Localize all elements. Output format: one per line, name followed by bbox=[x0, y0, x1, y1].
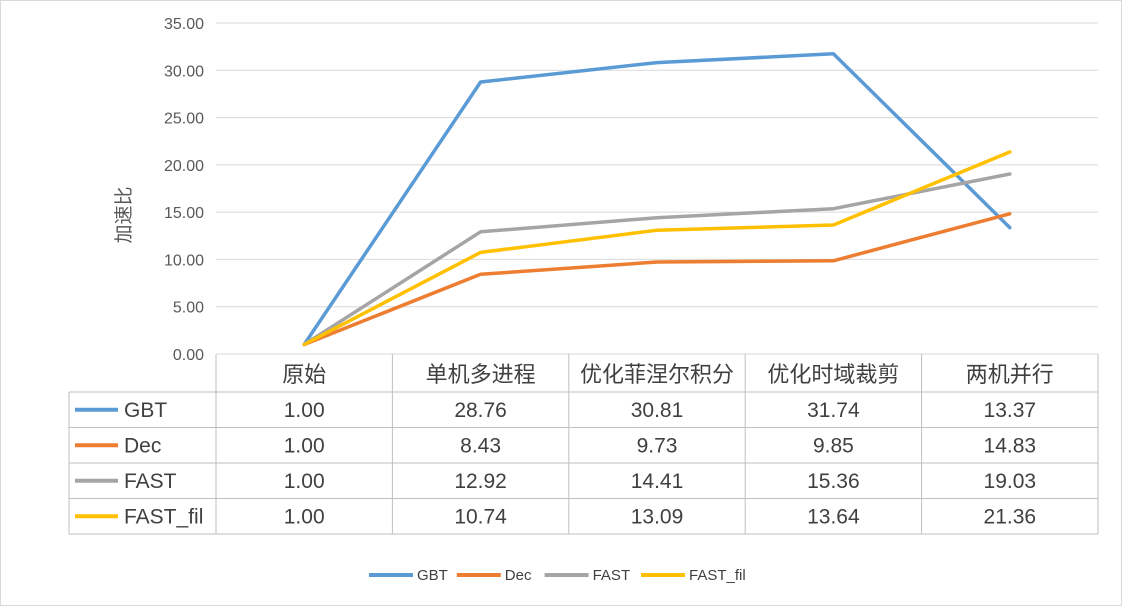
x-category-label: 单机多进程 bbox=[426, 363, 536, 388]
table-value-cell: 13.09 bbox=[631, 505, 684, 528]
table-series-name: FAST bbox=[124, 470, 177, 493]
table-value-cell: 14.83 bbox=[984, 434, 1037, 457]
y-tick-label: 20.00 bbox=[164, 158, 204, 175]
table-series-name: FAST_fil bbox=[124, 505, 203, 528]
table-value-cell: 9.73 bbox=[637, 434, 678, 457]
series-lines bbox=[302, 52, 1012, 347]
table-value-cell: 1.00 bbox=[284, 470, 325, 493]
y-axis-ticks: 0.00 5.00 10.00 15.00 20.00 25.00 30.00 35.00 bbox=[164, 16, 204, 364]
table-value-cell: 1.00 bbox=[284, 505, 325, 528]
table-value-cell: 13.37 bbox=[984, 399, 1037, 422]
y-tick-label: 30.00 bbox=[164, 63, 204, 80]
y-tick-label: 5.00 bbox=[173, 300, 204, 317]
table-value-cell: 30.81 bbox=[631, 399, 684, 422]
data-table: 原始 单机多进程 优化菲涅尔积分 优化时域裁剪 两机并行 GBT 1.00 28.76 30.8… bbox=[68, 354, 1099, 535]
legend-label: FAST_fil bbox=[689, 567, 746, 584]
legend: GBT Dec FAST FAST_fil bbox=[369, 567, 746, 584]
y-tick-label: 35.00 bbox=[164, 16, 204, 33]
table-value-cell: 13.64 bbox=[807, 505, 860, 528]
table-value-cell: 15.36 bbox=[807, 470, 860, 493]
table-series-name: Dec bbox=[124, 434, 161, 457]
table-value-cell: 14.41 bbox=[631, 470, 684, 493]
y-tick-label: 25.00 bbox=[164, 111, 204, 128]
series-line-dec bbox=[302, 212, 1012, 347]
table-value-cell: 12.92 bbox=[454, 470, 507, 493]
x-category-label: 优化时域裁剪 bbox=[767, 363, 899, 388]
series-line-fast bbox=[302, 172, 1012, 347]
table-value-cell: 8.43 bbox=[460, 434, 501, 457]
table-value-cell: 21.36 bbox=[984, 505, 1037, 528]
table-value-cell: 9.85 bbox=[813, 434, 854, 457]
table-series-name: GBT bbox=[124, 399, 167, 422]
y-tick-label: 15.00 bbox=[164, 205, 204, 222]
legend-label: Dec bbox=[505, 567, 532, 584]
y-axis-label: 加速比 bbox=[113, 186, 135, 243]
y-tick-label: 0.00 bbox=[173, 347, 204, 364]
x-category-label: 原始 bbox=[282, 363, 326, 388]
x-category-label: 优化菲涅尔积分 bbox=[580, 363, 734, 388]
legend-label: GBT bbox=[417, 567, 448, 584]
legend-label: FAST bbox=[593, 567, 631, 584]
y-tick-label: 10.00 bbox=[164, 252, 204, 269]
table-value-cell: 1.00 bbox=[284, 399, 325, 422]
table-value-cell: 28.76 bbox=[454, 399, 507, 422]
table-value-cell: 31.74 bbox=[807, 399, 860, 422]
table-value-cell: 19.03 bbox=[984, 470, 1037, 493]
x-category-label: 两机并行 bbox=[966, 363, 1054, 388]
table-value-cell: 1.00 bbox=[284, 434, 325, 457]
series-line-fast-fil bbox=[302, 150, 1012, 347]
table-value-cell: 10.74 bbox=[454, 505, 507, 528]
series-line-gbt bbox=[302, 52, 1012, 347]
